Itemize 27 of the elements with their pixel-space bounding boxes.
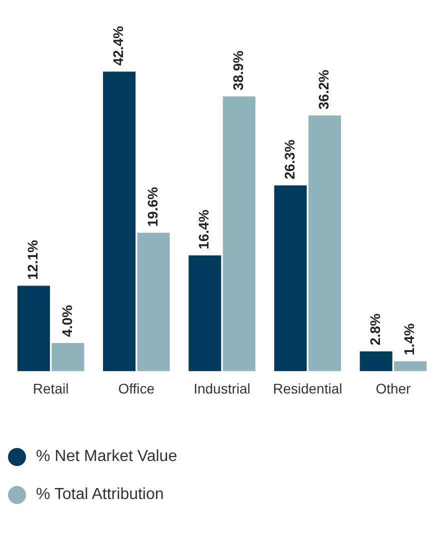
data-label: 4.0%	[58, 304, 75, 337]
data-label: 42.4%	[110, 25, 126, 66]
bar	[17, 286, 50, 372]
legend-label: % Net Market Value	[36, 448, 178, 466]
bar	[188, 255, 222, 372]
legend-label: % Total Attribution	[36, 486, 164, 504]
bar	[394, 361, 427, 372]
x-tick-label: Other	[376, 380, 412, 396]
data-label: 38.9%	[230, 50, 246, 90]
data-label: 26.3%	[281, 139, 298, 180]
x-tick-label: Residential	[272, 380, 342, 396]
bar	[103, 72, 136, 372]
x-tick-label: Industrial	[194, 380, 250, 396]
bar	[308, 115, 341, 372]
bar	[222, 96, 256, 372]
x-tick-label: Retail	[32, 380, 69, 396]
data-label: 12.1%	[24, 239, 41, 280]
data-label: 19.6%	[144, 186, 160, 227]
bar	[52, 342, 84, 372]
x-tick-label: Office	[118, 380, 155, 396]
data-label: 16.4%	[196, 209, 212, 250]
data-label: 2.8%	[366, 312, 383, 346]
bar	[274, 185, 307, 372]
bar	[137, 232, 170, 372]
data-label: 1.4%	[401, 322, 418, 356]
bar	[360, 351, 392, 372]
data-label: 36.2%	[316, 69, 332, 110]
